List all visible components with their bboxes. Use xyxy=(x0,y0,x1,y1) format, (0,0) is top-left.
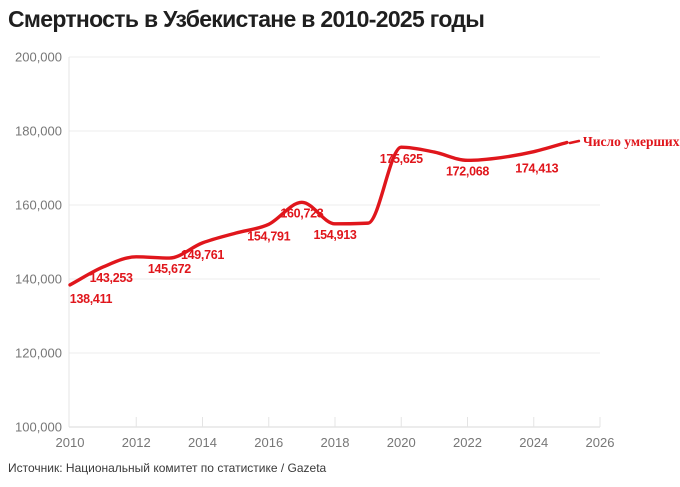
x-axis-label: 2014 xyxy=(188,435,217,450)
y-axis-label: 160,000 xyxy=(15,198,62,213)
data-point-label: 154,791 xyxy=(247,229,290,243)
y-axis-label: 180,000 xyxy=(15,124,62,139)
x-axis-label: 2022 xyxy=(453,435,482,450)
series-label: Число умерших xyxy=(583,134,680,149)
page-title: Смертность в Узбекистане в 2010-2025 год… xyxy=(8,6,485,32)
data-point-label: 160,723 xyxy=(280,206,323,220)
trend-line xyxy=(68,140,569,287)
x-axis-label: 2024 xyxy=(519,435,548,450)
source-caption: Источник: Национальный комитет по статис… xyxy=(8,461,327,475)
x-axis-label: 2026 xyxy=(586,435,615,450)
data-point-label: 145,672 xyxy=(148,262,191,276)
x-axis-label: 2012 xyxy=(122,435,151,450)
y-axis-label: 200,000 xyxy=(15,50,62,65)
data-point-label: 174,413 xyxy=(515,162,558,176)
data-point-label: 172,068 xyxy=(446,164,489,178)
x-axis-label: 2018 xyxy=(321,435,350,450)
x-axis-label: 2020 xyxy=(387,435,416,450)
y-axis-label: 100,000 xyxy=(15,420,62,435)
x-axis-label: 2016 xyxy=(254,435,283,450)
data-point-label: 138,411 xyxy=(70,292,113,306)
data-point-label: 175,625 xyxy=(380,152,423,166)
x-axis-label: 2010 xyxy=(56,435,85,450)
y-axis-label: 140,000 xyxy=(15,272,62,287)
data-point-label: 143,253 xyxy=(90,271,133,285)
data-point-label: 149,761 xyxy=(181,248,224,262)
series-label-dash xyxy=(568,139,581,145)
data-point-label: 154,913 xyxy=(313,228,356,242)
line-chart: 100,000 120,000 140,000 160,000 180,000 200,0… xyxy=(15,50,680,451)
y-axis-label: 120,000 xyxy=(15,346,62,361)
